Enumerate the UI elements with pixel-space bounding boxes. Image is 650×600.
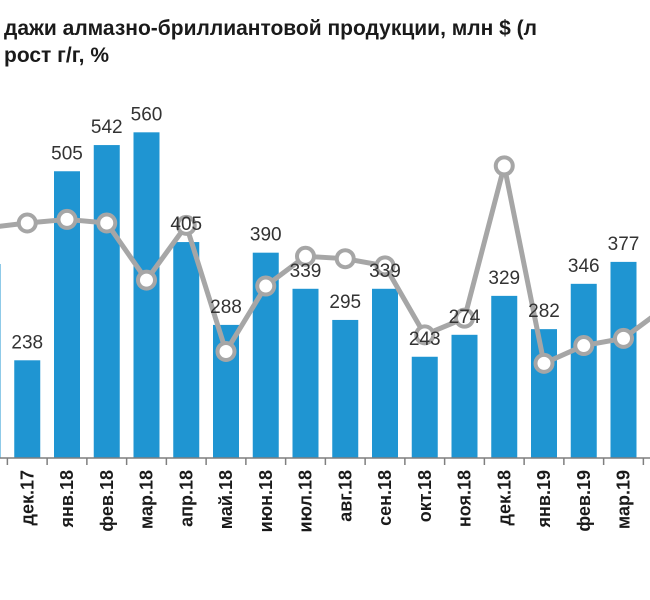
bar xyxy=(570,283,597,458)
ticks-layer xyxy=(6,458,645,465)
bar-label: 339 xyxy=(369,261,401,282)
line-point xyxy=(454,307,475,329)
bar-label: 390 xyxy=(250,225,282,246)
bar xyxy=(292,288,319,458)
bar-label: 542 xyxy=(91,117,123,138)
bar-label: 560 xyxy=(131,104,163,125)
chart-title: дажи алмазно-бриллиантовой продукции, мл… xyxy=(4,17,537,40)
bar xyxy=(411,356,438,458)
bar-label: 243 xyxy=(409,329,441,350)
x-tick-label: фев.18 xyxy=(97,470,117,532)
bar-label: 505 xyxy=(51,143,83,164)
x-tick-label: янв.18 xyxy=(57,470,77,528)
tick-labels-layer: дек.17 янв.18 фев.18 мар.18 апр.18 май.18 июн.… xyxy=(17,470,633,532)
x-tick-label: дек.18 xyxy=(494,470,514,525)
line-point xyxy=(56,208,78,230)
chart-subtitle: рост г/г, % xyxy=(4,44,109,67)
x-tick-label: фев.19 xyxy=(574,470,594,532)
x-tick-label: июл.18 xyxy=(296,470,316,532)
bar xyxy=(332,319,359,458)
x-tick-label: сен.18 xyxy=(375,470,395,526)
bar-label: 295 xyxy=(329,292,361,313)
x-tick-label: ноя.18 xyxy=(455,470,475,527)
x-tick-label: авг.18 xyxy=(335,470,355,522)
line-point xyxy=(613,327,634,349)
line-point xyxy=(215,340,237,362)
x-tick-label: апр.18 xyxy=(176,470,196,527)
line-layer xyxy=(0,155,650,374)
bar xyxy=(531,329,557,458)
bar-label: 405 xyxy=(170,214,202,235)
x-tick-label: окт.18 xyxy=(415,470,435,522)
x-tick-label: дек.17 xyxy=(17,470,37,525)
bar-label: 288 xyxy=(210,297,242,318)
bar-labels-layer: 4238505542560405288390339295339243274329… xyxy=(11,104,640,353)
x-tick-label: янв.19 xyxy=(534,470,554,528)
bar-label: 329 xyxy=(488,268,520,289)
x-tick-label: июн.18 xyxy=(256,470,276,532)
line-point xyxy=(493,155,515,177)
bar xyxy=(173,242,200,458)
bar xyxy=(14,360,41,458)
bar-label: 377 xyxy=(608,234,640,255)
line-point xyxy=(573,335,595,357)
bar-label: 238 xyxy=(11,332,43,353)
bar-label: 282 xyxy=(528,301,560,322)
bar xyxy=(610,261,637,458)
bar xyxy=(372,288,398,458)
bar-label: 346 xyxy=(568,256,600,277)
bars-layer xyxy=(0,132,637,458)
line-point xyxy=(16,212,38,234)
line-point xyxy=(533,352,555,374)
bar xyxy=(133,132,160,458)
bar xyxy=(0,264,1,458)
bar-label: 339 xyxy=(290,261,322,282)
line-point xyxy=(175,214,197,236)
bar xyxy=(451,334,478,458)
line-point xyxy=(374,255,396,277)
x-tick-label: мар.19 xyxy=(614,470,634,529)
line-point xyxy=(295,245,316,267)
bar xyxy=(491,295,518,458)
x-tick-label: мар.18 xyxy=(137,470,157,529)
x-tick-label: май.18 xyxy=(216,470,236,529)
line-point xyxy=(414,324,436,346)
line-point xyxy=(96,212,118,234)
line-point xyxy=(136,269,157,291)
line-point xyxy=(255,275,277,297)
bar-label: 274 xyxy=(449,307,481,328)
bar xyxy=(93,145,120,458)
line-point xyxy=(334,248,356,270)
